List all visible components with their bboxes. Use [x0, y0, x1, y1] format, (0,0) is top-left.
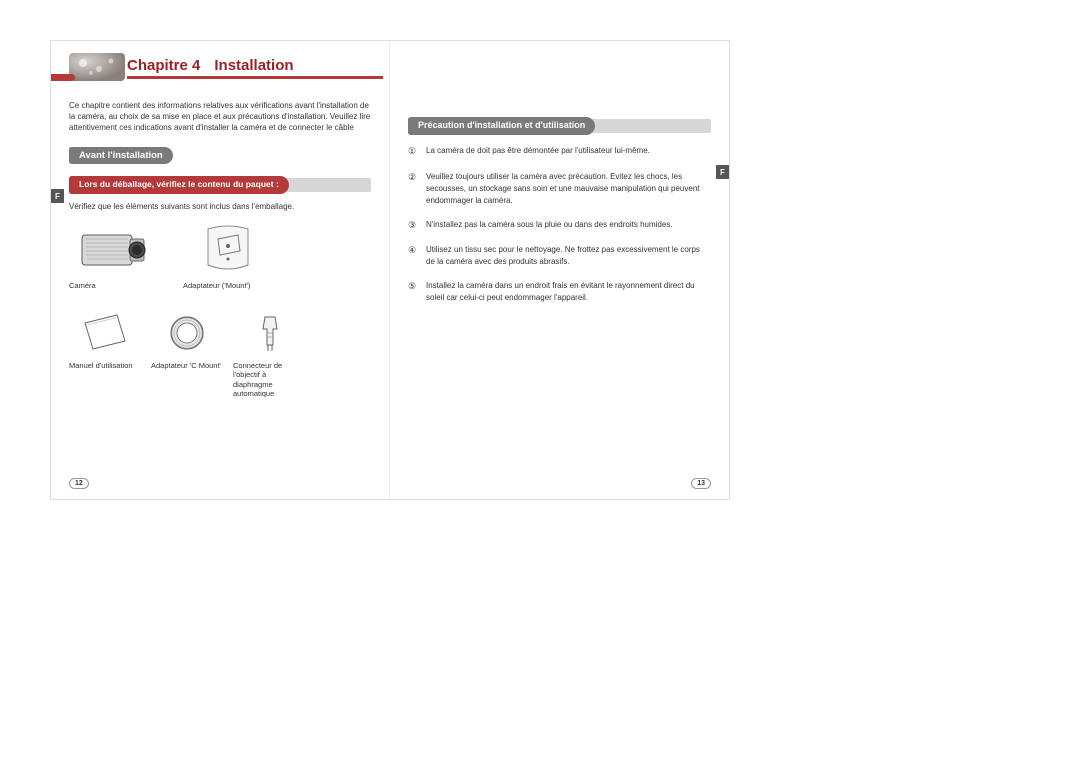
- precautions-header: Précaution d'installation et d'utilisati…: [408, 117, 711, 135]
- precaution-item: ② Veuillez toujours utiliser la caméra a…: [408, 171, 711, 207]
- package-items-row-2: Manuel d'utilisation Adaptateur 'C Mount…: [69, 309, 371, 399]
- item-c-mount-caption: Adaptateur 'C Mount': [151, 361, 223, 370]
- precaution-text: La caméra de doit pas être démontée par …: [426, 145, 650, 159]
- precautions-title: Précaution d'installation et d'utilisati…: [408, 117, 595, 135]
- item-lens-connector-caption: Connecteur de l'objectif à diaphragme au…: [233, 361, 305, 399]
- right-page: F Précaution d'installation et d'utilisa…: [390, 41, 729, 499]
- right-content: F Précaution d'installation et d'utilisa…: [408, 117, 711, 489]
- chapter-number: Chapitre 4: [127, 57, 200, 74]
- item-manual: Manuel d'utilisation: [69, 309, 141, 399]
- precaution-number: ④: [408, 244, 418, 268]
- item-manual-caption: Manuel d'utilisation: [69, 361, 141, 370]
- page-spread: Chapitre 4 Installation F Ce chapitre co…: [50, 40, 730, 500]
- left-page: Chapitre 4 Installation F Ce chapitre co…: [51, 41, 390, 499]
- precaution-number: ⑤: [408, 280, 418, 304]
- section-title-before-install: Avant l'installation: [69, 147, 173, 164]
- left-content: F Ce chapitre contient des informations …: [69, 101, 371, 489]
- precaution-text: Veuillez toujours utiliser la caméra ave…: [426, 171, 711, 207]
- subheader-bar: Lors du déballage, vérifiez le contenu d…: [69, 176, 371, 194]
- chapter-title: Installation: [214, 57, 293, 74]
- precaution-item: ① La caméra de doit pas être démontée pa…: [408, 145, 711, 159]
- header-decoration-icon: [69, 53, 125, 81]
- lens-connector-icon: [239, 309, 299, 357]
- precaution-item: ⑤ Installez la caméra dans un endroit fr…: [408, 280, 711, 304]
- precaution-item: ③ N'installez pas la caméra sous la plui…: [408, 219, 711, 233]
- precaution-text: Installez la caméra dans un endroit frai…: [426, 280, 711, 304]
- precaution-text: Utilisez un tissu sec pour le nettoyage.…: [426, 244, 711, 268]
- header-rule: [127, 76, 383, 79]
- item-camera: Caméra: [69, 221, 159, 290]
- precaution-list: ① La caméra de doit pas être démontée pa…: [408, 145, 711, 304]
- c-mount-icon: [157, 309, 217, 357]
- mount-adapter-icon: [188, 221, 268, 277]
- item-camera-caption: Caméra: [69, 281, 159, 290]
- subheader-label: Lors du déballage, vérifiez le contenu d…: [69, 176, 289, 194]
- header-tab: [51, 74, 75, 81]
- precaution-number: ③: [408, 219, 418, 233]
- chapter-header: Chapitre 4 Installation: [51, 53, 389, 81]
- item-mount-adapter-caption: Adaptateur ('Mount'): [183, 281, 273, 290]
- precaution-item: ④ Utilisez un tissu sec pour le nettoyag…: [408, 244, 711, 268]
- page-number-right: 13: [691, 478, 711, 489]
- side-tab-left: F: [51, 189, 64, 203]
- precaution-number: ②: [408, 171, 418, 207]
- item-lens-connector: Connecteur de l'objectif à diaphragme au…: [233, 309, 305, 399]
- package-items-row-1: Caméra Adaptateur ('Mount'): [69, 221, 371, 290]
- check-text: Vérifiez que les éléments suivants sont …: [69, 202, 371, 211]
- intro-text: Ce chapitre contient des informations re…: [69, 101, 371, 133]
- page-number-left: 12: [69, 478, 89, 489]
- manual-icon: [75, 309, 135, 357]
- item-c-mount: Adaptateur 'C Mount': [151, 309, 223, 399]
- camera-icon: [74, 221, 154, 277]
- side-tab-right: F: [716, 165, 729, 179]
- precaution-text: N'installez pas la caméra sous la pluie …: [426, 219, 673, 233]
- item-mount-adapter: Adaptateur ('Mount'): [183, 221, 273, 290]
- precaution-number: ①: [408, 145, 418, 159]
